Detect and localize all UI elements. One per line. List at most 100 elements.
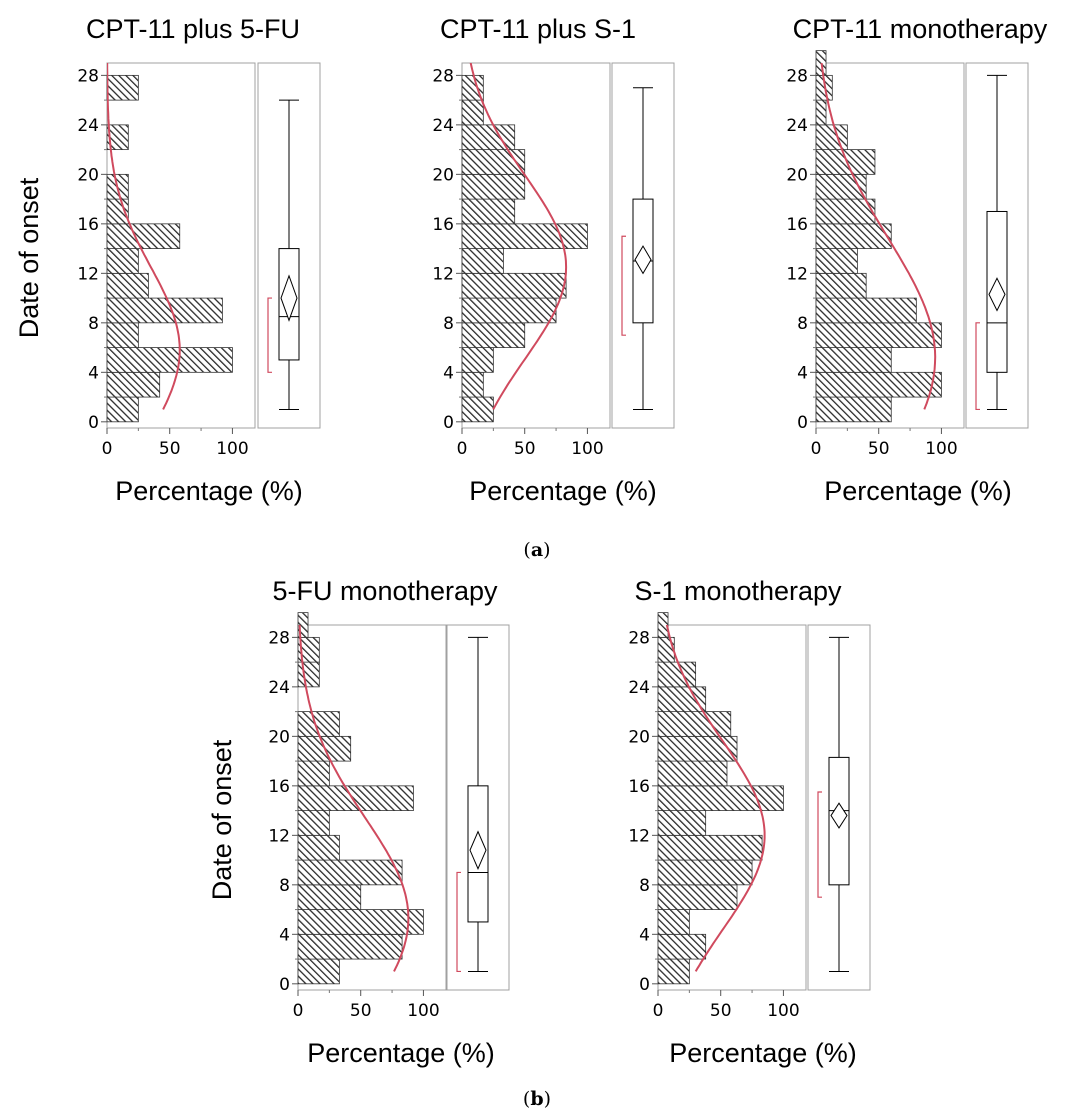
y-tick-label: 16 (268, 777, 290, 797)
y-tick-label: 16 (77, 215, 99, 235)
histogram-bar (461, 198, 516, 225)
y-tick-label: 16 (628, 777, 650, 797)
y-tick-label: 0 (639, 975, 650, 995)
histogram-bar (657, 884, 738, 910)
caption-close: ) (544, 1088, 551, 1110)
histogram-bar (461, 99, 484, 126)
shortest-half-bracket (975, 322, 980, 411)
histogram-bar (297, 834, 340, 861)
histogram-bar (657, 661, 697, 688)
histogram-bar (657, 909, 690, 935)
y-tick-label: 0 (88, 413, 99, 433)
y-tick-label: 24 (268, 678, 290, 698)
histogram-bar (815, 149, 876, 175)
histogram-bar (657, 711, 732, 737)
histogram-bar (297, 760, 330, 787)
histogram-bar (297, 785, 414, 811)
histogram-bar (815, 347, 892, 373)
histogram-bar (461, 272, 567, 299)
x-tick-label: 100 (767, 1001, 799, 1021)
chart-title: CPT-11 monotherapy (793, 14, 1048, 44)
y-tick-label: 12 (628, 826, 650, 846)
y-tick-label: 0 (443, 413, 454, 433)
histogram-bar (461, 371, 484, 398)
histogram-bar (461, 149, 526, 175)
plot-area: 0 4 8 12 16 20 24 28 0 50 100 (77, 62, 321, 459)
x-tick-label: 50 (868, 439, 890, 459)
y-tick-label: 0 (797, 413, 808, 433)
chart-title: S-1 monotherapy (634, 576, 842, 606)
plot-area: 0 4 8 12 16 20 24 28 0 50 100 (628, 612, 871, 1021)
x-tick-label: 0 (811, 439, 822, 459)
y-tick-label: 4 (279, 925, 290, 945)
y-tick-label: 0 (279, 975, 290, 995)
y-tick-label: 16 (432, 215, 454, 235)
histogram-bar (815, 371, 942, 398)
y-tick-label: 20 (432, 165, 454, 185)
y-tick-label: 4 (797, 363, 808, 383)
y-tick-label: 8 (797, 314, 808, 334)
boxplot-mean-diamond (634, 245, 652, 275)
caption-open: ( (523, 1088, 530, 1110)
caption-a: (a) (523, 539, 550, 561)
histogram-bar (297, 810, 330, 836)
y-tick-label: 12 (268, 826, 290, 846)
y-tick-label: 28 (77, 66, 99, 86)
histogram-bar (106, 74, 139, 101)
histogram-bar (106, 396, 139, 423)
x-tick-label: 50 (514, 439, 536, 459)
chart-s1-mono: S-1 monotherapy Percentage (%) 0 4 8 12 16 20… (628, 576, 871, 1068)
y-tick-label: 20 (77, 165, 99, 185)
x-axis-label: Percentage (%) (669, 1038, 857, 1068)
chart-title: CPT-11 plus S-1 (440, 14, 636, 44)
histogram-bar (657, 686, 707, 713)
x-tick-label: 100 (571, 439, 603, 459)
histogram-bar (815, 297, 917, 324)
y-tick-label: 4 (443, 363, 454, 383)
y-tick-label: 20 (786, 165, 808, 185)
histogram-bar (106, 322, 139, 348)
histogram-bar (657, 933, 707, 960)
plot-area: 0 4 8 12 16 20 24 28 0 50 100 (432, 62, 675, 459)
histogram-bar (461, 396, 494, 423)
histogram-bar (815, 99, 827, 126)
histogram-bar (297, 909, 424, 935)
y-tick-label: 24 (432, 116, 454, 136)
histogram-bar (297, 958, 340, 985)
y-tick-label: 8 (639, 876, 650, 896)
boxplot-mean-diamond (280, 274, 298, 322)
histogram-bar (461, 297, 557, 324)
x-tick-label: 100 (216, 439, 248, 459)
x-tick-label: 0 (457, 439, 468, 459)
x-axis-label: Percentage (%) (115, 476, 303, 506)
shortest-half-bracket (456, 871, 461, 973)
y-tick-label: 8 (88, 314, 99, 334)
shortest-half-bracket (817, 791, 822, 898)
x-tick-label: 50 (350, 1001, 372, 1021)
y-axis-label: Date of onset (207, 739, 237, 900)
chart-title: 5-FU monotherapy (272, 576, 498, 606)
normal-density-curve (469, 63, 568, 410)
caption-b: (b) (523, 1088, 551, 1110)
plot-area: 0 4 8 12 16 20 24 28 0 50 100 (786, 50, 1029, 459)
histogram-bar (297, 636, 320, 663)
y-tick-label: 28 (268, 628, 290, 648)
chart-cpt11-mono: CPT-11 monotherapy Percentage (%) 0 4 8 12 1… (786, 14, 1047, 506)
y-tick-label: 12 (77, 264, 99, 284)
histogram-bar (815, 322, 942, 348)
histogram-bar (106, 347, 233, 373)
y-tick-label: 4 (88, 363, 99, 383)
chart-cpt11-5fu: CPT-11 plus 5-FU Date of onset Percentag… (14, 14, 321, 506)
histogram-bar (657, 612, 669, 638)
x-tick-label: 100 (925, 439, 957, 459)
histogram-bar (461, 223, 588, 249)
boxplot-mean-diamond (830, 802, 848, 829)
boxplot-mean-diamond (469, 830, 487, 871)
chart-title: CPT-11 plus 5-FU (86, 14, 300, 44)
boxplot-frame (807, 624, 871, 991)
histogram-bar (106, 223, 181, 249)
histogram-bar (815, 396, 892, 423)
boxplot-frame (257, 62, 321, 429)
y-tick-label: 20 (268, 727, 290, 747)
x-tick-label: 50 (710, 1001, 732, 1021)
